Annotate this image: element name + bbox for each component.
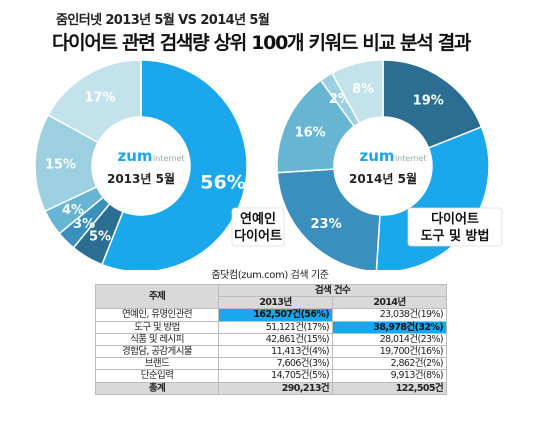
callout-text: 다이어트 — [234, 228, 282, 244]
pie-center-label: 2014년 5월 — [349, 171, 417, 186]
header-search-count: 검색 건수 — [218, 283, 447, 298]
table-row: 경험담, 공감게시물 11,413건(4%) 19,700건(16%) — [95, 344, 447, 359]
row-value-2013: 11,413건(4%) — [218, 344, 333, 359]
row-category: 도구 및 방법 — [95, 320, 219, 334]
row-category: 연예인, 유명인관련 — [95, 308, 219, 322]
total-value-2013: 290,213건 — [218, 381, 333, 395]
pie-slice — [47, 59, 142, 144]
zum-logo: zum — [117, 147, 152, 165]
callout-box — [407, 207, 503, 247]
row-value-2014: 9,913건(8%) — [332, 369, 447, 383]
header-2014: 2014년 — [332, 296, 447, 310]
table-row: 브랜드 7,606건(3%) 2,862건(2%) — [95, 357, 447, 371]
slice-value-label: 15% — [45, 157, 76, 172]
total-value-2014: 122,505건 — [332, 381, 447, 395]
table-row: 식품 및 레시피 42,861건(15%) 28,014건(23%) — [95, 332, 447, 346]
zum-logo: zum — [359, 147, 394, 165]
total-category: 총계 — [95, 381, 219, 395]
table-total-row: 총계 290,213건 122,505건 — [95, 381, 447, 395]
table-row: 연예인, 유명인관련 162,507건(56%) 23,038건(19%) — [95, 308, 447, 322]
pie-slice — [276, 168, 381, 270]
row-value-2014: 38,978건(32%) — [332, 320, 447, 334]
row-value-2014: 23,038건(19%) — [332, 308, 447, 322]
row-value-2014: 28,014건(23%) — [332, 332, 447, 346]
row-category: 단순입력 — [95, 369, 219, 383]
search-count-table: 주제 검색 건수 2013년 2014년 연예인, 유명인관련 162,507건… — [95, 283, 447, 395]
row-value-2013: 162,507건(56%) — [218, 308, 333, 322]
slice-value-label: 8% — [352, 82, 374, 97]
slice-value-label: 23% — [311, 217, 342, 232]
header-2013: 2013년 — [218, 296, 333, 310]
slice-value-label: 16% — [295, 126, 326, 141]
zum-logo-suffix: internet — [395, 154, 427, 163]
callout-text: 다이어트 — [431, 211, 479, 227]
slice-value-label: 3% — [73, 217, 95, 232]
pie-2013: 56% 5%3%4% 15% 17% zum internet 2013년 5월연예인다이어… — [34, 59, 285, 270]
pie-center-label: 2013년 5월 — [107, 171, 175, 186]
data-source-note: 줌닷컴(zum.com) 검색 기준 — [211, 270, 329, 281]
pie-slice — [101, 59, 248, 270]
table-row: 도구 및 방법 51,121건(17%) 38,978건(32%) — [95, 320, 447, 334]
row-value-2014: 19,700건(16%) — [332, 344, 447, 359]
callout-text: 도구 및 방법 — [421, 228, 490, 244]
callout-text: 연예인 — [240, 211, 276, 227]
chart-title: 다이어트 관련 검색량 상위 100개 키워드 비교 분석 결과 — [52, 32, 471, 54]
table-header-row: 주제 검색 건수 — [95, 283, 447, 310]
slice-value-label: 19% — [413, 93, 444, 108]
row-category: 경험담, 공감게시물 — [95, 344, 219, 359]
callout-box — [231, 207, 285, 247]
slice-value-label: 5% — [89, 229, 111, 244]
slice-value-label: 4% — [62, 203, 84, 218]
row-value-2013: 7,606건(3%) — [218, 357, 333, 371]
slice-value-label: 56% — [200, 172, 245, 194]
header-category: 주제 — [95, 283, 219, 310]
row-value-2013: 51,121건(17%) — [218, 320, 333, 334]
row-value-2014: 2,862건(2%) — [332, 357, 447, 371]
row-category: 식품 및 레시피 — [95, 332, 219, 346]
row-category: 브랜드 — [95, 357, 219, 371]
row-value-2013: 42,861건(15%) — [218, 332, 333, 346]
row-value-2013: 14,705건(5%) — [218, 369, 333, 383]
pie-slice — [330, 59, 384, 125]
slice-value-label: 17% — [84, 91, 115, 106]
zum-logo-suffix: internet — [153, 154, 185, 163]
table-row: 단순입력 14,705건(5%) 9,913건(8%) — [95, 369, 447, 383]
chart-subtitle: 줌인터넷 2013년 5월 VS 2014년 5월 — [56, 13, 270, 28]
table-subheader-row: 2013년 2014년 — [96, 296, 447, 310]
